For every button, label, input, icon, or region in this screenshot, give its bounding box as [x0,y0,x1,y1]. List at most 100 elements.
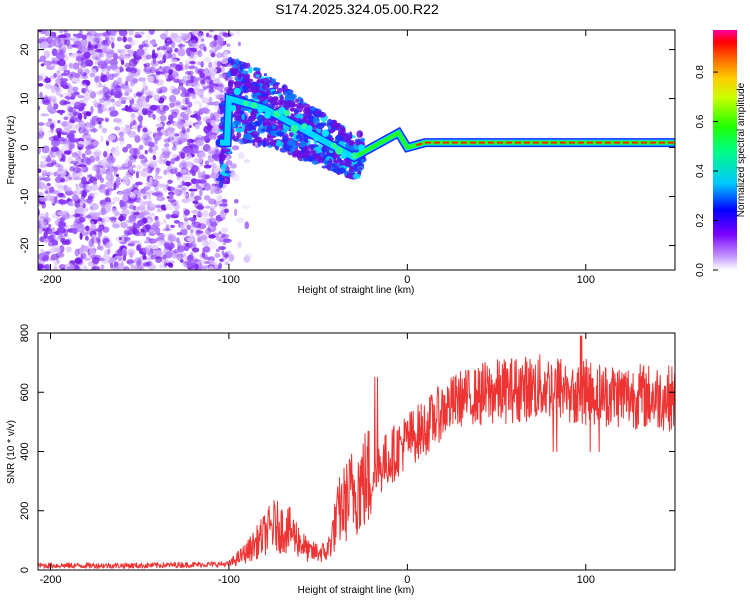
spectrogram-noise-cell [64,39,71,46]
spectrogram-ridge-cell [311,160,319,165]
spectrogram-noise-cell [208,87,214,93]
spectrogram-ridge-cell [219,106,226,110]
spectrogram-ridge-cell [295,102,304,109]
spectrogram-noise-cell [144,240,151,244]
spectrogram-noise-cell [155,159,160,163]
spectrogram-noise-cell [134,135,141,143]
spectrogram-noise-cell [56,226,66,234]
spectrogram-noise-cell [145,95,150,103]
spectrogram-noise-cell [94,75,102,84]
spectrogram-noise-cell [149,224,158,230]
colorbar-tick-label: 0.6 [695,114,706,128]
spectrogram-bright-cell [283,109,290,117]
spectrogram-noise-cell [38,168,42,173]
spectrogram-noise-cell [38,30,43,33]
spectrogram-noise-cell [141,107,148,116]
spectrogram-noise-cell [143,68,150,72]
spectrogram-noise-cell [222,32,232,38]
spectrogram-noise-cell [89,184,99,191]
spectrogram-noise-cell [236,30,240,37]
spectrogram-noise-cell [152,113,156,120]
spectrogram-noise-cell [219,203,228,207]
spectrogram-noise-cell [56,136,65,142]
spectrogram-noise-cell [158,264,166,269]
spectrogram-noise-cell [106,46,110,52]
spectrogram-ridge-cell [335,125,341,129]
spectrogram-bright-cell [335,146,343,155]
spectrogram-noise-cell [137,115,144,122]
colorbar: 0.0 0.2 0.4 0.6 0.8 Normalized spectral ampl… [695,30,747,277]
spectrogram-noise-cell [56,129,61,138]
spectrogram-ridge-cell [312,149,317,157]
spectrogram-noise-cell [213,34,218,41]
spectrogram-noise-cell [156,127,162,132]
spectrogram-noise-cell [147,195,152,200]
spectrogram-noise-cell [63,30,68,33]
spectrogram-noise-cell [124,44,132,50]
spectrogram-ridge-cell [360,137,366,143]
spectrogram-ridge-cell [276,87,283,94]
spectrogram-noise-cell [184,97,189,105]
spectrogram-noise-cell [49,186,55,193]
spectrogram-bright-cell [340,152,347,160]
spectrogram-noise-cell [201,170,206,179]
spectrogram-noise-cell [205,32,210,37]
spectrogram-noise-cell [122,36,128,43]
spectrogram-ridge-cell [235,108,241,114]
spectrogram-noise-cell [128,210,134,216]
spectrogram-noise-cell [51,244,61,253]
spectrogram-noise-cell [138,154,145,160]
spectrogram-noise-cell [215,248,220,253]
spectrogram-noise-cell [170,224,175,228]
spectrogram-noise-cell [196,205,205,210]
spectrogram-noise-cell [144,150,148,155]
spectrogram-noise-cell [158,46,167,51]
snr-y-tick-label: 400 [19,442,31,460]
spectrogram-noise-cell [49,123,55,130]
spectrogram-noise-cell [173,78,181,83]
spectrogram-noise-cell [214,96,220,100]
spectrogram-noise-cell [178,162,188,170]
spectrogram-noise-cell [49,103,53,111]
spectrogram-ridge-cell [250,85,258,94]
spectrogram-noise-cell [63,186,73,193]
spectrogram-noise-cell [170,242,175,249]
spectrogram-noise-cell [73,33,77,37]
spectrogram-noise-cell [214,47,219,52]
spectrogram-noise-cell [38,105,41,111]
spectrogram-noise-cell [118,131,125,137]
spectrogram-noise-cell [50,198,54,202]
spectrogram-noise-cell [156,219,161,228]
spectrogram-noise-cell [87,144,96,150]
spectrogram-noise-cell [140,31,145,35]
spectrogram-noise-cell [88,59,93,67]
spectrogram-noise-cell [130,265,137,270]
spectrogram-noise-cell [105,181,114,189]
spectrogram-noise-cell [147,212,156,218]
spectrogram-noise-cell [60,80,68,87]
spectrogram-noise-cell [38,259,45,265]
spectrogram-noise-cell [181,180,185,187]
spectrogram-noise-cell [123,266,130,270]
spectrogram-noise-cell [53,103,59,110]
spectrogram-noise-cell [86,158,92,166]
spectrogram-noise-cell [105,56,112,62]
spectrogram-noise-cell [203,125,211,134]
spectrogram-noise-cell [56,149,64,157]
spectrogram-noise-cell [176,232,183,236]
spectrogram-ridge-cell [255,92,262,96]
spectrogram-noise-cell [158,183,166,188]
spectrogram-x-tick-label: -200 [39,274,61,286]
spectrogram-noise-cell [85,235,89,241]
spectrogram-noise-cell [57,211,64,216]
spectrogram-noise-cell [81,87,86,94]
snr-y-ticks: 0 200 400 600 800 [19,324,675,573]
spectrogram-noise-cell [132,222,137,227]
spectrogram-noise-cell [108,257,116,263]
spectrogram-noise-cell [155,167,160,175]
spectrogram-ridge-cell [290,108,295,112]
spectrogram-ridge-cell [234,80,242,89]
spectrogram-noise-cell [55,52,65,61]
spectrogram-noise-cell [55,252,65,259]
